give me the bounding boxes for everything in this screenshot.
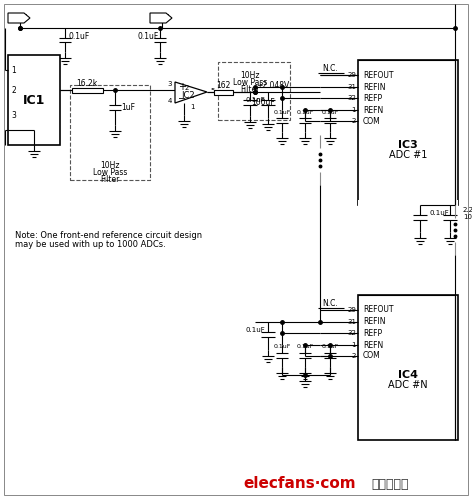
Text: 电子发烧友: 电子发烧友 bbox=[371, 478, 409, 491]
Bar bbox=[218, 62, 290, 120]
Bar bbox=[72, 87, 102, 92]
Bar bbox=[214, 89, 233, 94]
Text: 2.2uF: 2.2uF bbox=[463, 207, 472, 213]
Text: 31: 31 bbox=[347, 84, 356, 90]
Bar bbox=[70, 85, 150, 180]
Text: elecfans·com: elecfans·com bbox=[244, 477, 356, 492]
Text: 0.1uF: 0.1uF bbox=[137, 31, 159, 40]
Text: N.C.: N.C. bbox=[322, 298, 338, 307]
Text: IC3: IC3 bbox=[398, 140, 418, 150]
Bar bbox=[358, 200, 458, 270]
Polygon shape bbox=[8, 13, 30, 23]
Text: 2: 2 bbox=[352, 118, 356, 124]
Text: +3V: +3V bbox=[151, 13, 169, 22]
Text: REFIN: REFIN bbox=[363, 317, 386, 326]
Text: −: − bbox=[178, 94, 186, 104]
Text: 29: 29 bbox=[347, 307, 356, 313]
Text: 100uF: 100uF bbox=[251, 97, 275, 106]
Text: 1: 1 bbox=[12, 65, 17, 74]
Text: 32: 32 bbox=[347, 330, 356, 336]
Text: REFP: REFP bbox=[363, 328, 382, 337]
Text: Filter: Filter bbox=[240, 84, 260, 93]
Text: IC1: IC1 bbox=[23, 93, 45, 106]
Text: 31: 31 bbox=[347, 319, 356, 325]
Text: 3: 3 bbox=[168, 81, 172, 87]
Text: 10V: 10V bbox=[463, 214, 472, 220]
Text: 162: 162 bbox=[216, 80, 230, 89]
Text: 4: 4 bbox=[168, 98, 172, 104]
Text: REFOUT: REFOUT bbox=[363, 305, 394, 314]
Text: REFN: REFN bbox=[363, 105, 383, 114]
Text: ADC #N: ADC #N bbox=[388, 380, 428, 390]
Text: +: + bbox=[178, 82, 186, 92]
Text: 2: 2 bbox=[12, 85, 17, 94]
Text: 29: 29 bbox=[347, 72, 356, 78]
Text: N.C.: N.C. bbox=[322, 63, 338, 72]
Text: 1: 1 bbox=[352, 342, 356, 348]
Text: COM: COM bbox=[363, 351, 381, 360]
Text: IC4: IC4 bbox=[398, 370, 418, 380]
Text: Low Pass: Low Pass bbox=[93, 168, 127, 177]
Text: may be used with up to 1000 ADCs.: may be used with up to 1000 ADCs. bbox=[15, 240, 166, 249]
Text: 0.1uF: 0.1uF bbox=[245, 97, 265, 103]
Text: 0.1uF: 0.1uF bbox=[321, 344, 339, 349]
Polygon shape bbox=[150, 13, 172, 23]
Text: 2: 2 bbox=[185, 85, 189, 91]
Text: 1uF: 1uF bbox=[121, 102, 135, 111]
Text: 0.1uF: 0.1uF bbox=[245, 327, 265, 333]
Text: 1: 1 bbox=[190, 104, 194, 110]
Text: REFP: REFP bbox=[363, 93, 382, 102]
Text: IC2: IC2 bbox=[181, 90, 195, 99]
Text: 0.1uF: 0.1uF bbox=[273, 109, 291, 114]
Text: 32: 32 bbox=[347, 95, 356, 101]
Text: 2: 2 bbox=[352, 353, 356, 359]
Bar bbox=[358, 295, 458, 440]
Text: +3V: +3V bbox=[9, 13, 27, 22]
Text: 10Hz: 10Hz bbox=[240, 70, 260, 79]
Text: 0.1uF: 0.1uF bbox=[296, 344, 314, 349]
Text: 0.1uF: 0.1uF bbox=[321, 109, 339, 114]
Text: 0.1uF: 0.1uF bbox=[68, 31, 90, 40]
Text: REFN: REFN bbox=[363, 340, 383, 349]
Text: 16.2k: 16.2k bbox=[76, 78, 98, 87]
Text: REFOUT: REFOUT bbox=[363, 70, 394, 79]
Text: 5: 5 bbox=[210, 88, 214, 94]
Text: 3: 3 bbox=[11, 110, 17, 119]
Text: REFIN: REFIN bbox=[363, 82, 386, 91]
Polygon shape bbox=[175, 82, 207, 103]
Bar bbox=[358, 60, 458, 205]
Text: 0.1uF: 0.1uF bbox=[273, 344, 291, 349]
Text: +2.048V: +2.048V bbox=[256, 80, 289, 89]
Text: 10Hz: 10Hz bbox=[100, 161, 120, 170]
Text: ADC #1: ADC #1 bbox=[389, 150, 427, 160]
Text: Filter: Filter bbox=[101, 175, 120, 184]
Text: 1: 1 bbox=[352, 107, 356, 113]
Text: Note: One front-end reference circuit design: Note: One front-end reference circuit de… bbox=[15, 231, 202, 240]
Text: Low Pass: Low Pass bbox=[233, 77, 267, 86]
Bar bbox=[8, 55, 60, 145]
Text: COM: COM bbox=[363, 116, 381, 126]
Text: 0.1uF: 0.1uF bbox=[296, 109, 314, 114]
Text: 0.1uF: 0.1uF bbox=[430, 210, 450, 216]
